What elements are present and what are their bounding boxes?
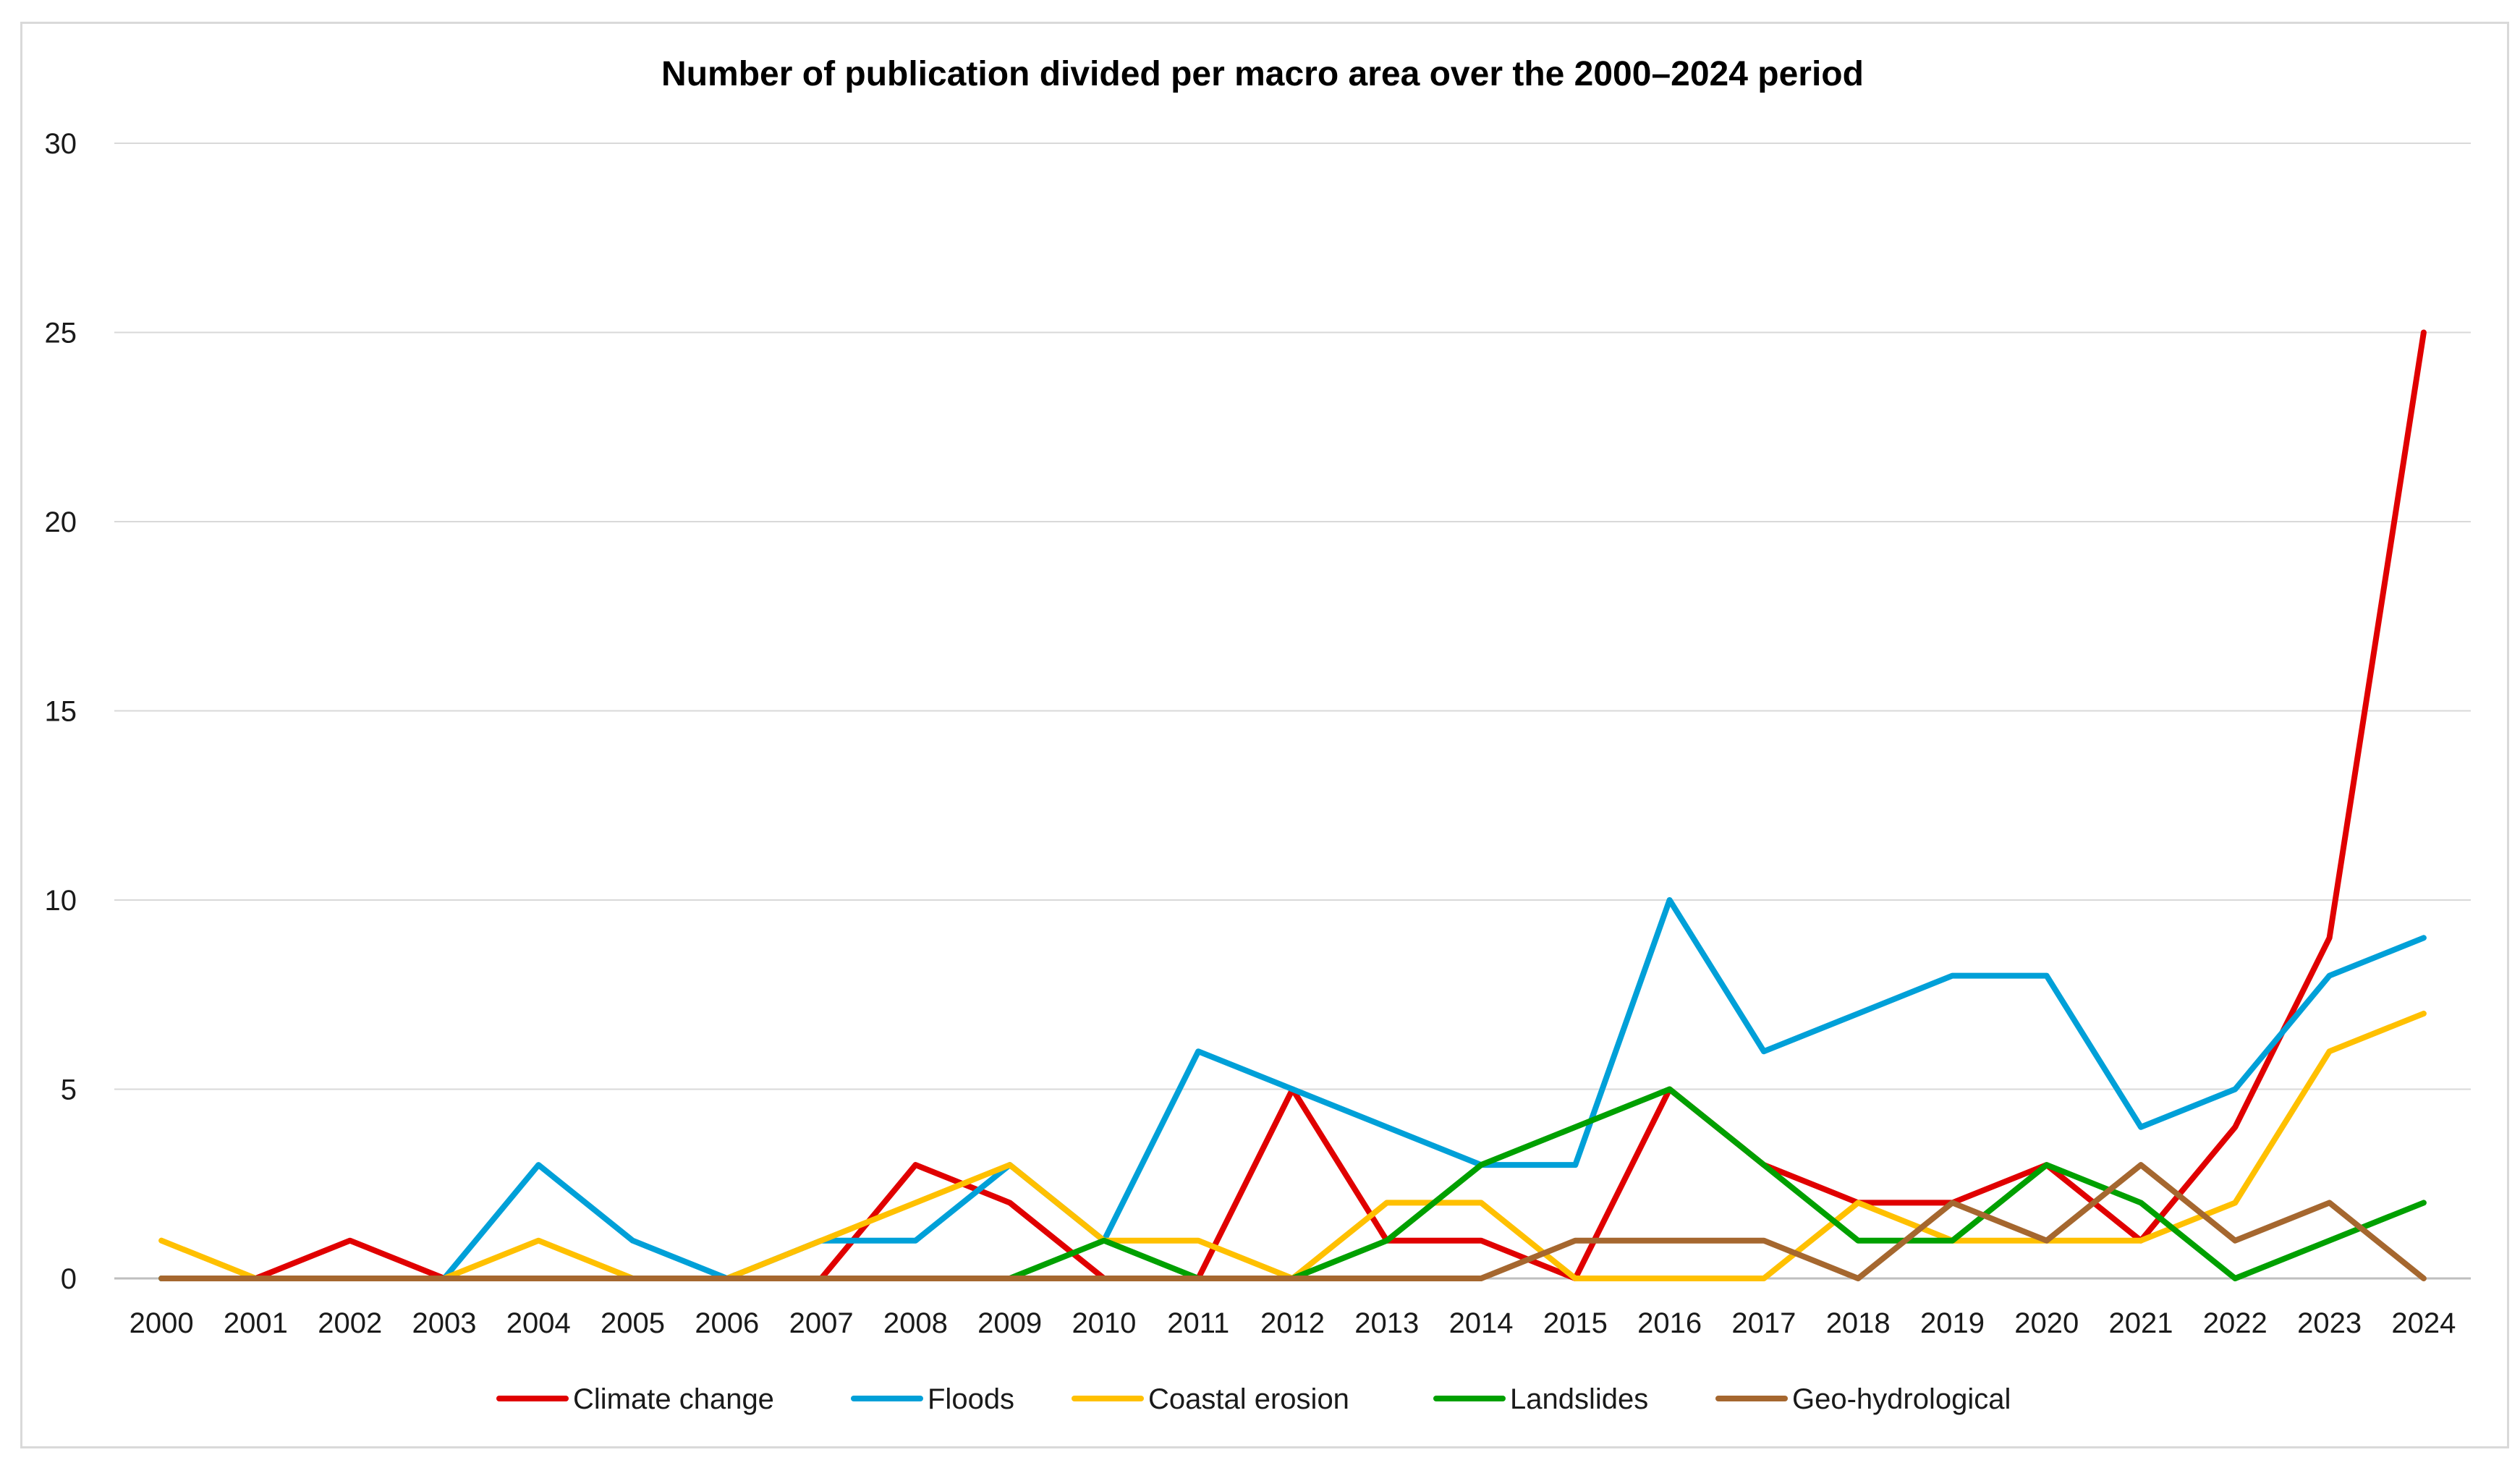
y-tick-label: 15 (45, 696, 77, 728)
series-line-climate-change (158, 329, 2427, 1281)
x-tick-label: 2016 (1637, 1307, 1702, 1339)
gridlines (114, 143, 2471, 1280)
chart-frame (20, 22, 2509, 1448)
y-tick-label: 30 (45, 128, 77, 160)
y-tick-label: 10 (45, 885, 77, 917)
legend-item: Geo-hydrological (1715, 1383, 2011, 1415)
legend-label: Floods (928, 1383, 1014, 1415)
legend-item: Climate change (496, 1383, 774, 1415)
x-tick-label: 2007 (789, 1307, 854, 1339)
y-tick-label: 25 (45, 318, 77, 349)
legend-label: Coastal erosion (1148, 1383, 1349, 1415)
x-tick-label: 2024 (2391, 1307, 2456, 1339)
x-tick-label: 2003 (412, 1307, 476, 1339)
y-tick-label: 20 (45, 506, 77, 538)
x-tick-label: 2015 (1543, 1307, 1608, 1339)
x-tick-label: 2022 (2203, 1307, 2267, 1339)
x-tick-label: 2023 (2297, 1307, 2362, 1339)
x-tick-label: 2021 (2109, 1307, 2173, 1339)
series-line-coastal-erosion (158, 1010, 2427, 1281)
x-tick-label: 2004 (506, 1307, 571, 1339)
x-tick-label: 2008 (883, 1307, 948, 1339)
series-line-floods (158, 897, 2427, 1281)
series-lines (158, 329, 2427, 1281)
x-tick-label: 2019 (1920, 1307, 1985, 1339)
legend-label: Geo-hydrological (1792, 1383, 2011, 1415)
x-tick-label: 2014 (1449, 1307, 1514, 1339)
x-tick-label: 2013 (1354, 1307, 1419, 1339)
x-axis-ticks: 2000 2001 2002 2003 2004 2005 2006 2007 2008 2009… (130, 1307, 2456, 1339)
x-tick-label: 2006 (695, 1307, 759, 1339)
y-tick-label: 5 (61, 1074, 77, 1106)
x-tick-label: 2018 (1826, 1307, 1891, 1339)
x-tick-label: 2001 (224, 1307, 288, 1339)
x-tick-label: 2012 (1260, 1307, 1325, 1339)
chart-title: Number of publication divided per macro … (661, 55, 1864, 93)
x-tick-label: 2020 (2014, 1307, 2079, 1339)
legend-label: Climate change (573, 1383, 774, 1415)
series-line-geo-hydrological (158, 1162, 2427, 1281)
x-tick-label: 2000 (130, 1307, 194, 1339)
series-line-landslides (158, 1086, 2427, 1281)
legend-label: Landslides (1510, 1383, 1648, 1415)
legend: Climate change Floods Coastal erosion Lands… (496, 1383, 2011, 1415)
x-tick-label: 2010 (1072, 1307, 1136, 1339)
x-tick-label: 2011 (1167, 1307, 1229, 1339)
legend-item: Landslides (1433, 1383, 1648, 1415)
legend-item: Coastal erosion (1072, 1383, 1349, 1415)
legend-item: Floods (851, 1383, 1014, 1415)
x-tick-label: 2005 (601, 1307, 665, 1339)
y-tick-label: 0 (61, 1263, 77, 1295)
x-tick-label: 2002 (318, 1307, 382, 1339)
y-axis-ticks: 0 5 10 15 20 25 30 (45, 128, 77, 1295)
x-tick-label: 2017 (1731, 1307, 1796, 1339)
x-tick-label: 2009 (977, 1307, 1042, 1339)
